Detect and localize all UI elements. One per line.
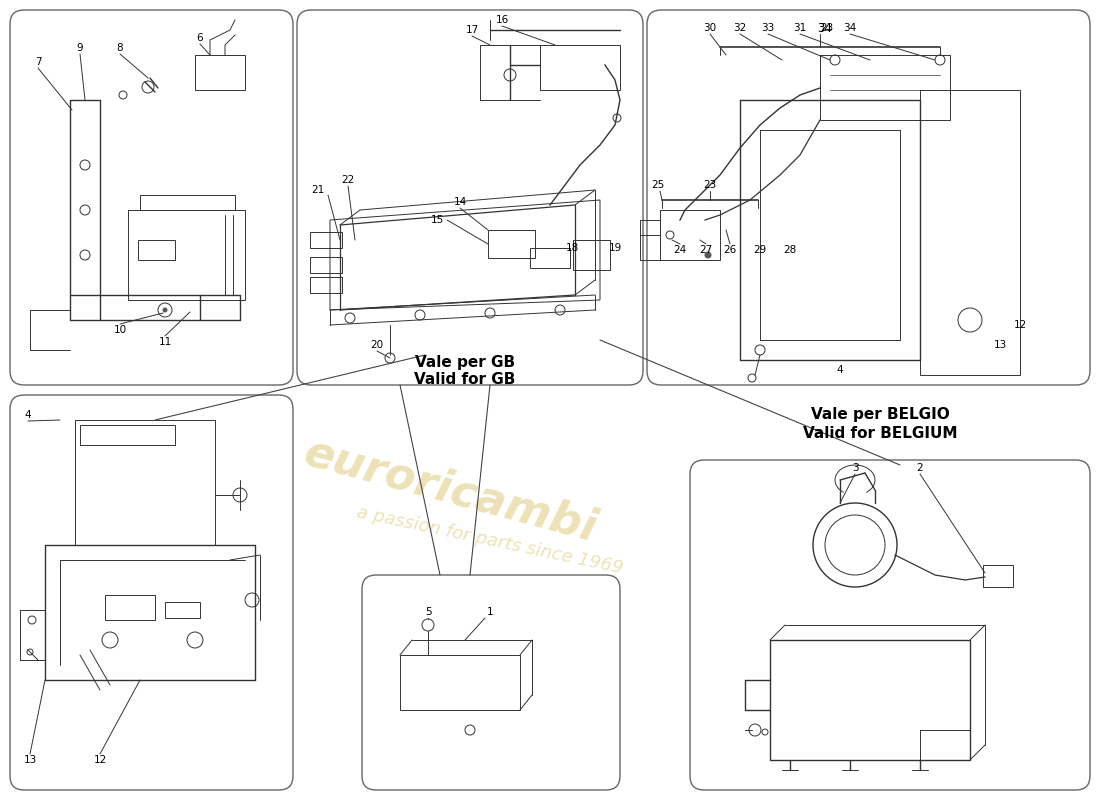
- Bar: [400, 655, 520, 710]
- FancyBboxPatch shape: [10, 10, 293, 385]
- Text: Valid for BELGIUM: Valid for BELGIUM: [803, 426, 957, 441]
- Text: 23: 23: [821, 23, 834, 33]
- Bar: [920, 90, 1020, 375]
- Bar: [75, 420, 214, 545]
- Text: 33: 33: [761, 23, 774, 33]
- Bar: [195, 55, 245, 90]
- Text: 11: 11: [158, 337, 172, 347]
- Text: 32: 32: [734, 23, 747, 33]
- Text: 7: 7: [35, 57, 42, 67]
- FancyBboxPatch shape: [297, 10, 644, 385]
- Text: 14: 14: [453, 197, 466, 207]
- Text: 18: 18: [565, 243, 579, 253]
- Bar: [820, 55, 950, 120]
- Text: 21: 21: [311, 185, 324, 195]
- Text: 31: 31: [793, 23, 806, 33]
- Bar: [140, 195, 235, 210]
- Text: 22: 22: [341, 175, 354, 185]
- Circle shape: [705, 252, 711, 258]
- Text: 8: 8: [117, 43, 123, 53]
- Text: Vale per GB: Vale per GB: [415, 355, 515, 370]
- Circle shape: [163, 308, 167, 312]
- Text: 10: 10: [113, 325, 127, 335]
- Text: 26: 26: [724, 245, 737, 255]
- Text: 3: 3: [851, 463, 858, 473]
- Text: 12: 12: [1013, 320, 1026, 330]
- Text: 20: 20: [371, 340, 384, 350]
- Text: a passion for parts since 1969: a passion for parts since 1969: [355, 503, 625, 577]
- Text: euroricambi: euroricambi: [299, 430, 602, 550]
- FancyBboxPatch shape: [362, 575, 620, 790]
- Text: 27: 27: [700, 245, 713, 255]
- Text: 6: 6: [197, 33, 204, 43]
- Text: 2: 2: [916, 463, 923, 473]
- Text: 30: 30: [703, 23, 716, 33]
- Text: 28: 28: [783, 245, 796, 255]
- Text: 4: 4: [24, 410, 31, 420]
- FancyBboxPatch shape: [690, 460, 1090, 790]
- Text: 16: 16: [495, 15, 508, 25]
- Bar: [128, 210, 245, 300]
- Text: 19: 19: [608, 243, 622, 253]
- Bar: [80, 425, 175, 445]
- Text: 15: 15: [430, 215, 443, 225]
- Text: 34: 34: [817, 22, 833, 34]
- Bar: [165, 602, 200, 618]
- Bar: [138, 240, 175, 260]
- Text: 29: 29: [754, 245, 767, 255]
- Bar: [660, 210, 720, 260]
- Text: 23: 23: [703, 180, 716, 190]
- Text: 25: 25: [651, 180, 664, 190]
- Bar: [488, 230, 535, 258]
- Bar: [310, 257, 342, 273]
- Text: 12: 12: [94, 755, 107, 765]
- Text: 5: 5: [425, 607, 431, 617]
- Bar: [530, 248, 570, 268]
- Text: 24: 24: [673, 245, 686, 255]
- Text: 1: 1: [486, 607, 493, 617]
- FancyBboxPatch shape: [647, 10, 1090, 385]
- Bar: [104, 595, 155, 620]
- Bar: [983, 565, 1013, 587]
- Text: 13: 13: [23, 755, 36, 765]
- Bar: [540, 45, 620, 90]
- FancyBboxPatch shape: [10, 395, 293, 790]
- Text: 17: 17: [465, 25, 478, 35]
- Bar: [310, 232, 342, 248]
- Text: 34: 34: [844, 23, 857, 33]
- Text: 9: 9: [77, 43, 84, 53]
- Bar: [310, 277, 342, 293]
- Text: Valid for GB: Valid for GB: [415, 373, 516, 387]
- Text: 13: 13: [993, 340, 1007, 350]
- Bar: [770, 640, 970, 760]
- Bar: [573, 240, 610, 270]
- Text: 4: 4: [837, 365, 844, 375]
- Text: Vale per BELGIO: Vale per BELGIO: [811, 407, 949, 422]
